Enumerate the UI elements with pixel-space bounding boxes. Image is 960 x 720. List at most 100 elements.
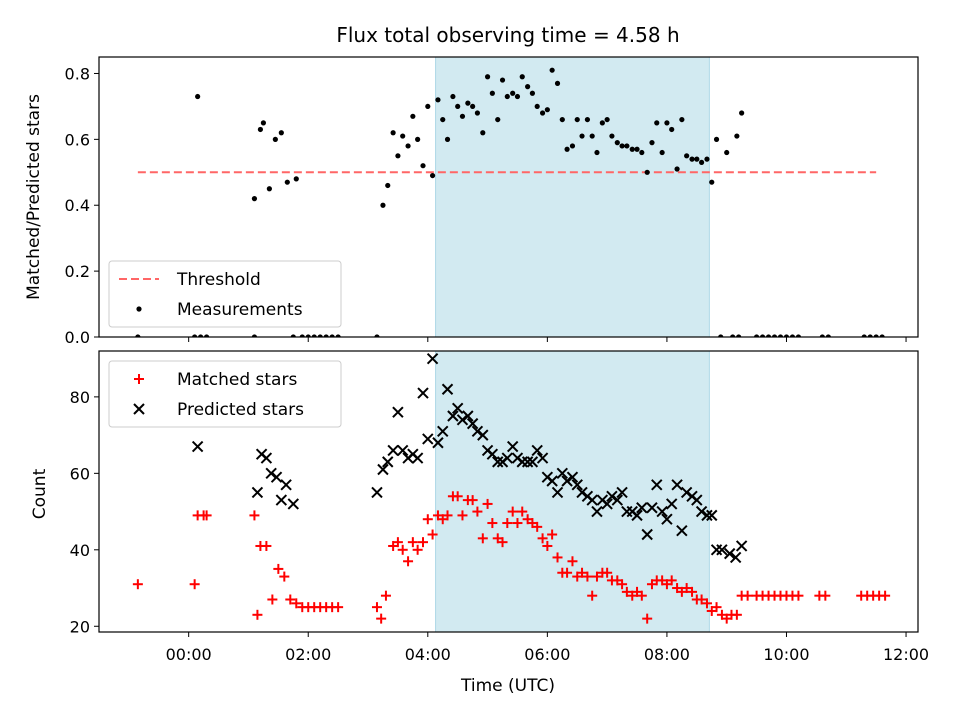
data-point <box>501 452 514 464</box>
data-point <box>371 602 382 613</box>
data-point <box>526 456 539 468</box>
x-tick-label: 08:00 <box>644 645 690 664</box>
data-point <box>554 80 561 86</box>
data-point <box>189 579 200 590</box>
data-point <box>606 490 618 502</box>
data-point <box>265 467 277 480</box>
legend-item: Predicted stars <box>133 400 304 420</box>
data-point <box>457 510 468 521</box>
data-point <box>636 590 647 601</box>
data-point <box>656 505 668 518</box>
legend: Threshold Measurements <box>108 260 342 328</box>
data-point <box>661 513 673 525</box>
data-point <box>492 456 504 468</box>
data-point <box>696 594 707 605</box>
data-point <box>729 551 742 564</box>
series-measurements <box>135 67 885 337</box>
data-point <box>135 334 141 337</box>
data-point <box>466 417 479 430</box>
data-point <box>880 590 891 601</box>
top-y-axis-label: Matched/Predicted stars <box>24 94 44 300</box>
data-point <box>456 414 469 426</box>
data-point <box>266 186 272 192</box>
data-point <box>649 140 655 146</box>
data-point <box>459 113 466 119</box>
data-point <box>529 90 536 96</box>
data-point <box>531 444 543 457</box>
data-point <box>380 202 386 208</box>
data-point <box>252 609 263 620</box>
data-point <box>452 491 463 502</box>
data-point <box>477 429 489 441</box>
data-point <box>584 116 591 123</box>
data-point <box>537 533 548 544</box>
data-point <box>418 537 429 548</box>
bottom-y-axis-label: Count <box>30 468 50 519</box>
x-tick-label: 02:00 <box>285 645 331 664</box>
data-point <box>742 590 753 601</box>
legend-label: Predicted stars <box>177 400 304 420</box>
data-point <box>609 133 615 139</box>
data-point <box>417 387 429 399</box>
data-point <box>380 590 391 601</box>
data-point <box>659 149 665 156</box>
data-point <box>519 74 525 80</box>
data-point <box>260 452 273 464</box>
data-point <box>299 334 305 337</box>
data-point <box>377 463 389 476</box>
x-tick-label: 06:00 <box>524 645 570 664</box>
data-point <box>204 334 210 337</box>
data-point <box>385 182 391 189</box>
bottom-panel: 20 40 60 80 00:00 02:00 04:00 06:00 08:00 10:00 12… <box>70 350 929 664</box>
series-matched-stars <box>132 491 891 624</box>
legend-label: Measurements <box>177 300 303 320</box>
data-point <box>462 410 474 422</box>
data-point <box>551 486 564 499</box>
data-point <box>329 334 335 337</box>
data-point <box>484 74 491 80</box>
data-point <box>582 571 593 582</box>
data-point <box>317 334 323 337</box>
data-point <box>323 334 329 337</box>
data-point <box>451 402 464 415</box>
data-point <box>669 126 675 133</box>
data-point <box>273 563 284 574</box>
data-point <box>759 334 766 337</box>
data-point <box>415 136 421 142</box>
data-point <box>525 84 531 90</box>
data-point <box>405 143 411 149</box>
data-point <box>447 410 459 422</box>
data-point <box>718 334 724 337</box>
data-point <box>634 146 640 152</box>
data-point <box>641 528 653 541</box>
data-point <box>735 540 748 552</box>
data-point <box>499 77 506 83</box>
data-point <box>477 533 488 544</box>
data-point <box>275 494 288 506</box>
y-tick-label: 0.6 <box>65 130 90 149</box>
data-point <box>311 334 317 337</box>
data-point <box>534 103 540 110</box>
data-point <box>574 116 580 123</box>
data-point <box>195 93 201 100</box>
data-point <box>604 116 610 123</box>
data-point <box>739 110 745 116</box>
data-point <box>679 116 685 123</box>
data-point <box>701 598 712 609</box>
y-tick-label: 0.4 <box>65 196 90 215</box>
data-point <box>789 334 796 337</box>
data-point <box>261 540 272 551</box>
data-point <box>249 510 260 521</box>
legend-label: Matched stars <box>177 370 297 390</box>
data-point <box>410 113 416 119</box>
data-point <box>192 334 198 337</box>
data-point <box>689 156 695 162</box>
y-tick-label: 0.8 <box>65 64 90 83</box>
legend-item: Matched stars <box>134 370 297 390</box>
data-point <box>676 524 688 537</box>
data-point <box>711 602 722 613</box>
data-point <box>795 334 802 337</box>
data-point <box>400 133 406 139</box>
data-point <box>644 169 650 175</box>
x-tick-label: 00:00 <box>166 645 212 664</box>
